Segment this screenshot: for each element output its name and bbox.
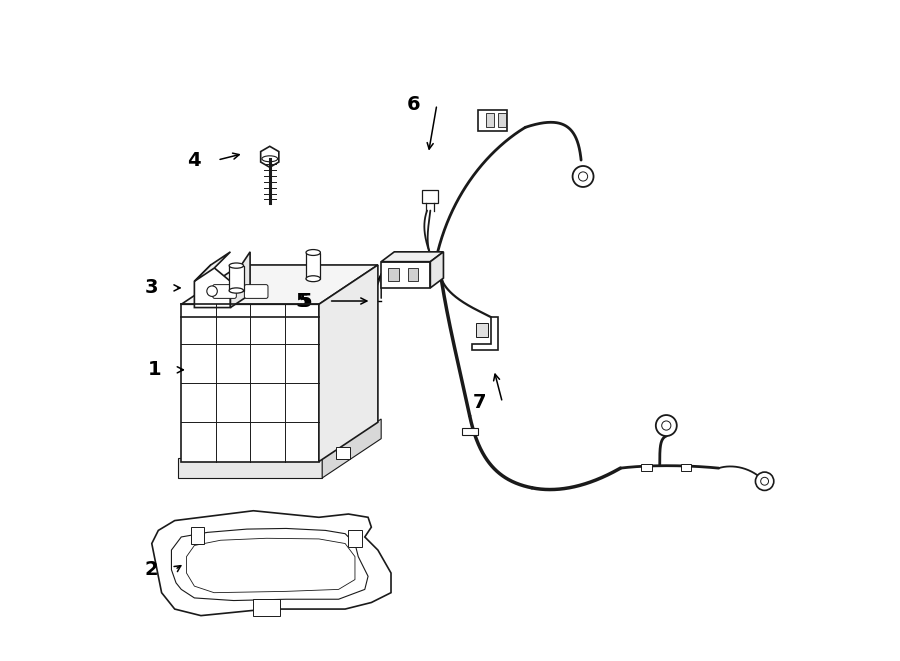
Bar (422, 190, 438, 203)
Circle shape (579, 172, 588, 181)
Bar (382, 262, 430, 288)
Ellipse shape (306, 276, 320, 282)
Text: 6: 6 (407, 95, 420, 114)
FancyBboxPatch shape (212, 285, 237, 298)
Polygon shape (194, 265, 230, 307)
Polygon shape (230, 252, 250, 307)
Bar (336, 447, 350, 459)
Ellipse shape (230, 288, 244, 293)
Circle shape (760, 477, 769, 485)
Text: 4: 4 (187, 151, 201, 170)
Bar (642, 463, 652, 471)
Polygon shape (178, 458, 322, 478)
Circle shape (207, 286, 217, 296)
Bar (680, 463, 691, 471)
Bar (230, 266, 244, 291)
Bar (388, 268, 399, 282)
Ellipse shape (230, 263, 244, 268)
Text: 5: 5 (299, 292, 312, 311)
Circle shape (662, 421, 670, 430)
Text: 7: 7 (472, 393, 486, 412)
Bar (476, 323, 488, 337)
Bar (462, 428, 478, 436)
Bar (498, 113, 506, 128)
Bar (254, 600, 280, 615)
Bar (306, 253, 320, 279)
Circle shape (755, 472, 774, 490)
Polygon shape (322, 419, 382, 478)
Bar (191, 527, 204, 543)
Polygon shape (430, 252, 444, 288)
Polygon shape (382, 252, 444, 262)
Bar (478, 110, 507, 131)
Polygon shape (472, 317, 498, 350)
Bar (486, 113, 494, 128)
Polygon shape (152, 511, 391, 615)
Polygon shape (181, 265, 378, 304)
Text: 5: 5 (295, 292, 309, 311)
Circle shape (656, 415, 677, 436)
Text: 3: 3 (145, 278, 158, 297)
Bar (348, 530, 362, 547)
Ellipse shape (262, 156, 277, 162)
Polygon shape (194, 252, 230, 282)
Text: 1: 1 (148, 360, 162, 379)
FancyBboxPatch shape (245, 285, 268, 298)
Text: 2: 2 (145, 561, 158, 579)
Circle shape (572, 166, 593, 187)
Polygon shape (319, 265, 378, 461)
Ellipse shape (306, 250, 320, 255)
Bar (408, 268, 418, 282)
Polygon shape (181, 304, 319, 461)
Polygon shape (261, 146, 279, 167)
